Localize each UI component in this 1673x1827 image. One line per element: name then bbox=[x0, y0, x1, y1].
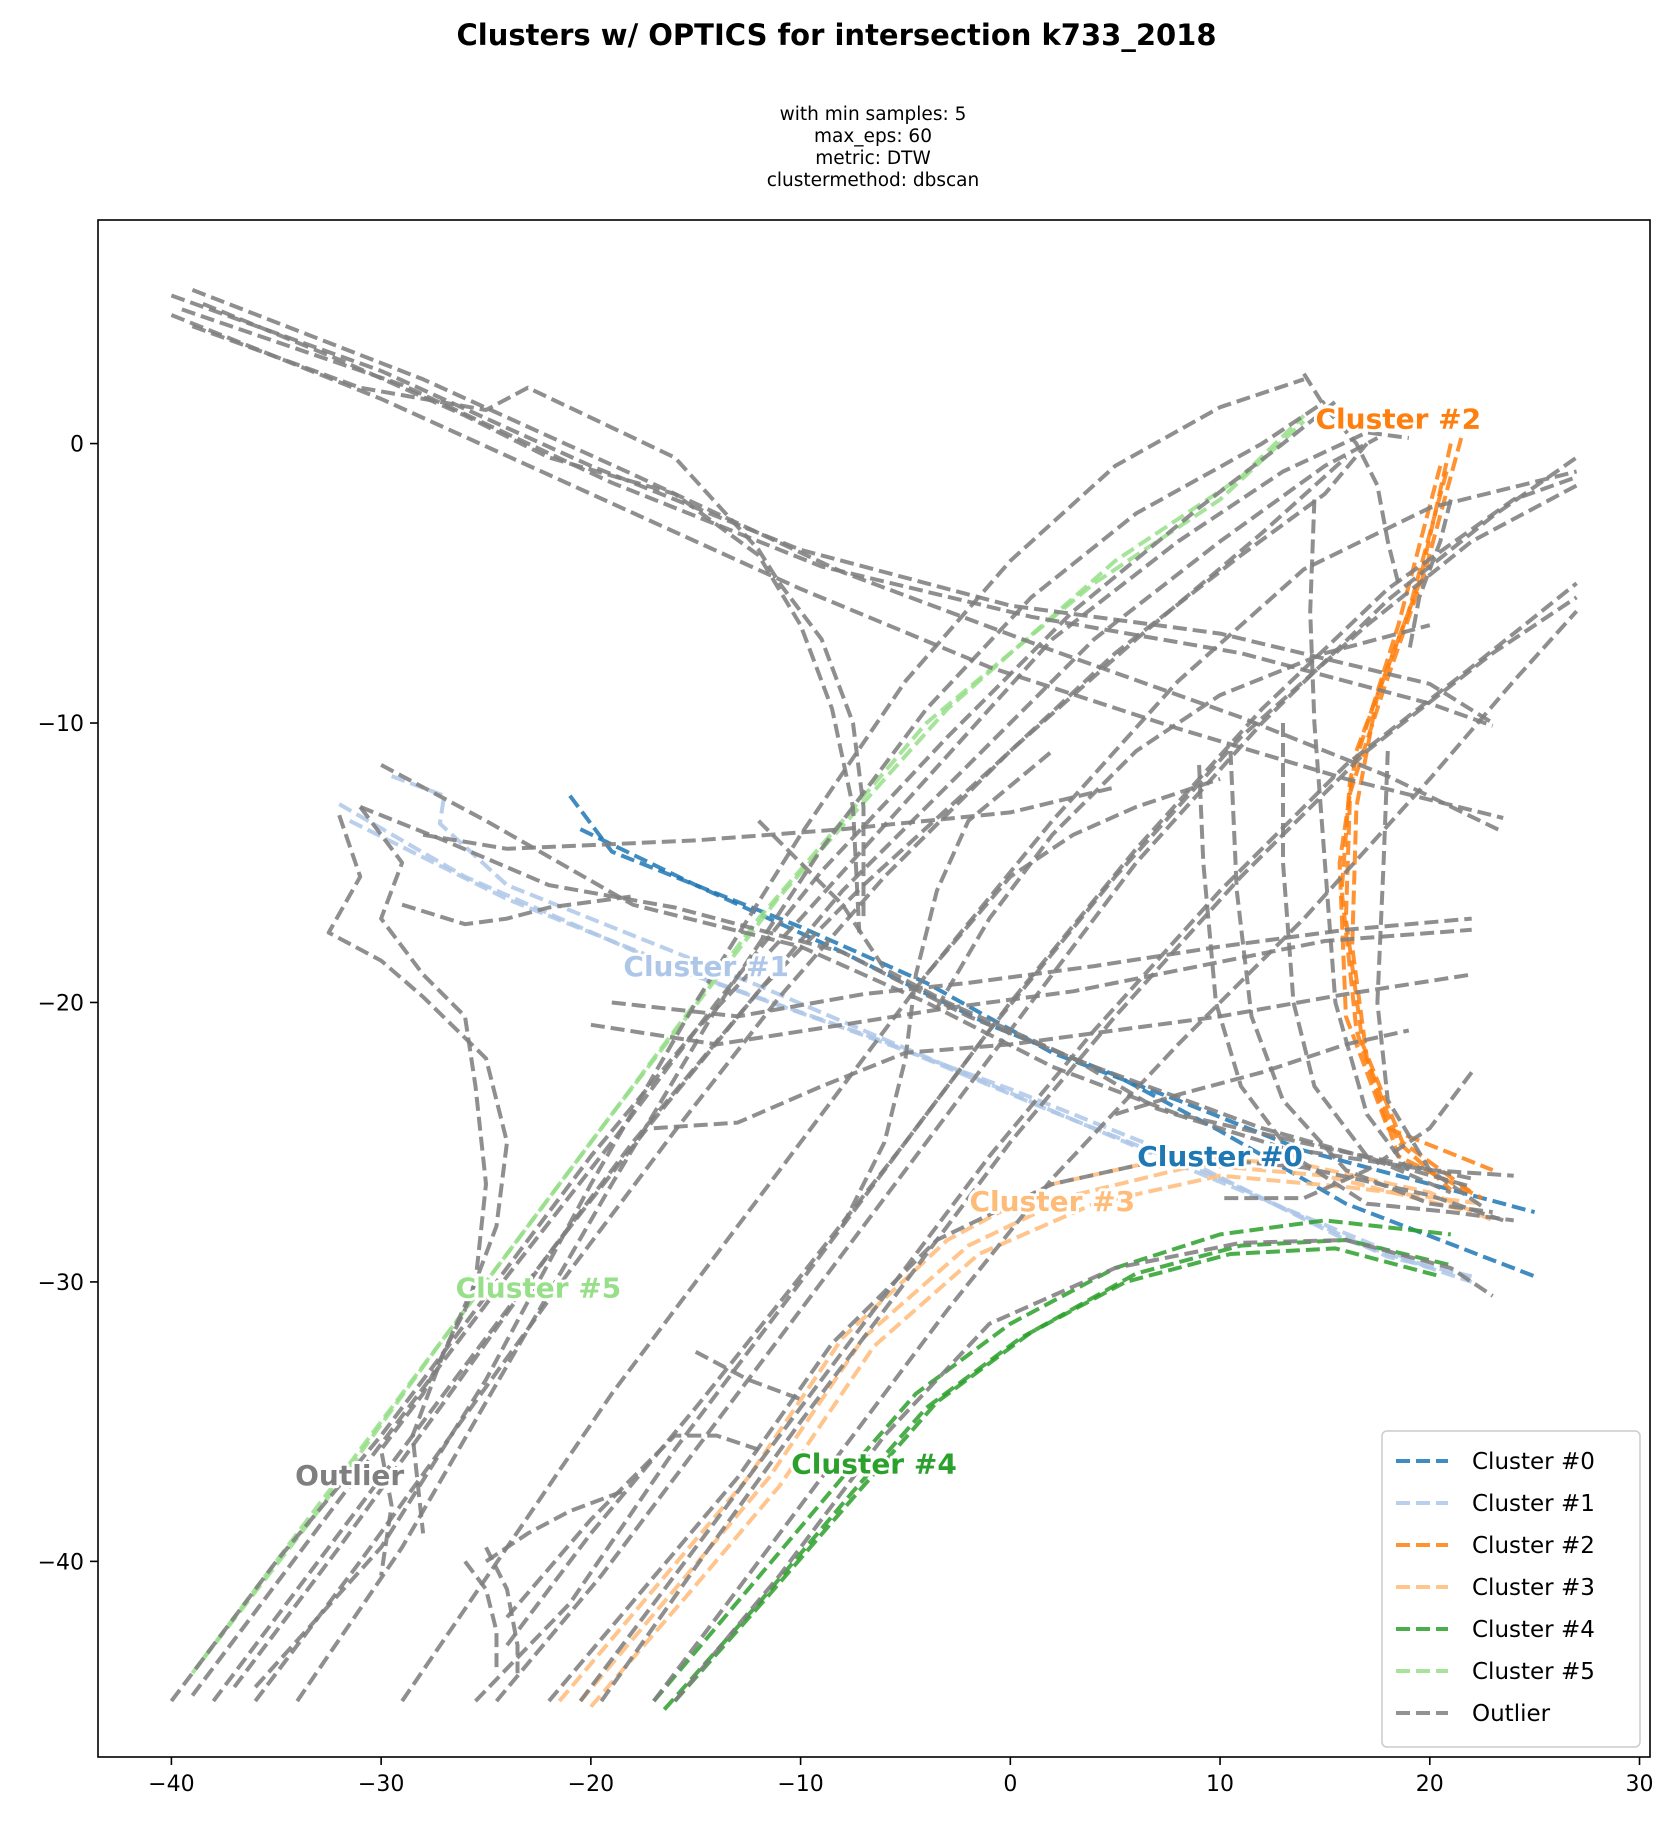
trajectory-line bbox=[611, 916, 1472, 1019]
trajectory-line bbox=[568, 794, 1536, 1215]
y-tick-label: −40 bbox=[38, 1550, 84, 1575]
cluster-annotations: Cluster #0 Cluster #1 Cluster #2 Cluster #3… bbox=[292, 399, 1484, 1494]
trajectory-line bbox=[232, 442, 1369, 1689]
trajectory-line bbox=[358, 805, 488, 1534]
trajectory-line bbox=[589, 1173, 1483, 1709]
series-outlier bbox=[169, 288, 1579, 1703]
cluster-annotation-label: Cluster #2 bbox=[1316, 402, 1482, 435]
trajectory-line bbox=[757, 819, 1514, 1178]
trajectory-line bbox=[169, 430, 1410, 1703]
y-tick-label: −20 bbox=[38, 991, 84, 1016]
trajectory-line bbox=[652, 1218, 1452, 1703]
trajectory-line bbox=[590, 927, 1472, 1047]
trajectory-line bbox=[295, 399, 1327, 1703]
trajectory-line bbox=[390, 774, 1431, 1270]
trajectory-line bbox=[1220, 1071, 1474, 1201]
trajectory-line bbox=[191, 324, 866, 919]
cluster-annotation-label: Outlier bbox=[295, 1459, 404, 1492]
trajectory-line bbox=[1339, 465, 1484, 1200]
x-tick-label: −30 bbox=[358, 1772, 404, 1797]
trajectory-line bbox=[547, 1154, 1504, 1703]
trajectory-line bbox=[211, 436, 1379, 1703]
trajectory-line bbox=[494, 455, 1578, 1703]
cluster-annotation-label: Cluster #1 bbox=[623, 950, 789, 983]
subtitle-line: max_eps: 60 bbox=[814, 126, 932, 147]
chart-subtitle: with min samples: 5 max_eps: 60 metric: … bbox=[0, 104, 1673, 192]
trajectory-line bbox=[1302, 372, 1401, 584]
trajectory-line bbox=[840, 749, 1054, 1227]
legend-entry-label: Cluster #4 bbox=[1472, 1617, 1595, 1643]
y-tick-label: 0 bbox=[70, 433, 84, 458]
x-tick-label: 30 bbox=[1626, 1772, 1654, 1797]
trajectory-line bbox=[599, 595, 1578, 1703]
legend-entry-label: Cluster #3 bbox=[1472, 1575, 1595, 1601]
trajectory-line bbox=[202, 301, 862, 933]
subtitle-line: with min samples: 5 bbox=[779, 104, 967, 125]
x-tick-label: 20 bbox=[1416, 1772, 1444, 1797]
cluster-annotation-label: Cluster #5 bbox=[456, 1272, 622, 1305]
x-tick-label: 10 bbox=[1206, 1772, 1234, 1797]
trajectory-line bbox=[1308, 499, 1411, 1172]
chart-title: Clusters w/ OPTICS for intersection k733… bbox=[456, 18, 1217, 52]
trajectory-line bbox=[463, 1560, 499, 1674]
trajectory-line bbox=[326, 814, 509, 1576]
trajectory-line bbox=[1197, 764, 1514, 1223]
x-tick-label: −20 bbox=[568, 1772, 614, 1797]
trajectory-line bbox=[652, 609, 1579, 1703]
trajectory-line bbox=[662, 1246, 1441, 1711]
trajectory-line bbox=[191, 288, 1505, 834]
trajectory-line bbox=[1337, 470, 1494, 1172]
legend-entry-label: Cluster #0 bbox=[1472, 1449, 1595, 1475]
trajectory-line bbox=[1228, 750, 1493, 1215]
subtitle-line: metric: DTW bbox=[815, 148, 931, 169]
cluster-annotation-label: Cluster #3 bbox=[969, 1185, 1135, 1218]
trajectory-line bbox=[201, 414, 1306, 1661]
y-axis: 0 −10 −20 −30 −40 bbox=[38, 433, 98, 1575]
plot-area-frame bbox=[97, 219, 1651, 1758]
trajectory-line bbox=[1343, 437, 1473, 1195]
cluster-annotation-label: Cluster #0 bbox=[1137, 1140, 1303, 1173]
x-axis: −40 −30 −20 −10 0 10 20 30 bbox=[148, 1757, 1654, 1797]
legend-entry-label: Outlier bbox=[1472, 1701, 1551, 1727]
trajectory-line bbox=[170, 293, 1494, 725]
trajectory-line bbox=[935, 623, 1431, 1010]
trajectory-line bbox=[422, 785, 1116, 851]
subtitle-line: clustermethod: dbscan bbox=[766, 170, 980, 191]
x-tick-label: −40 bbox=[148, 1772, 194, 1797]
trajectory-line bbox=[484, 1489, 624, 1564]
legend-box bbox=[1381, 1430, 1641, 1748]
legend-entry-label: Cluster #5 bbox=[1472, 1659, 1595, 1685]
series-cluster-2 bbox=[1337, 437, 1494, 1200]
trajectory-line bbox=[673, 1238, 1494, 1703]
trajectory-line bbox=[578, 1162, 1473, 1703]
trajectory-line bbox=[694, 1350, 802, 1402]
cluster-annotation-label: Cluster #4 bbox=[791, 1448, 957, 1481]
trajectory-line bbox=[1406, 499, 1453, 654]
legend-entry-label: Cluster #1 bbox=[1472, 1491, 1595, 1517]
trajectory-line bbox=[1375, 750, 1484, 1209]
trajectory-line bbox=[170, 313, 1504, 820]
x-tick-label: 0 bbox=[1003, 1772, 1017, 1797]
trajectory-line bbox=[190, 400, 1337, 1697]
trajectory-line bbox=[400, 469, 1578, 1703]
trajectory-line bbox=[401, 894, 634, 927]
x-tick-label: −10 bbox=[777, 1772, 823, 1797]
trajectory-line bbox=[1114, 1028, 1410, 1117]
trajectory-line bbox=[348, 819, 1473, 1279]
legend-entry-label: Cluster #2 bbox=[1472, 1533, 1595, 1559]
trajectory-line bbox=[359, 805, 1473, 1189]
trajectory-line bbox=[505, 1433, 760, 1619]
trajectory-line bbox=[653, 972, 1473, 1131]
legend: Cluster #0 Cluster #1 Cluster #2 Cluster #3… bbox=[1381, 1430, 1641, 1748]
trajectory-line bbox=[578, 581, 1578, 1703]
tracks-layer bbox=[169, 288, 1579, 1711]
trajectory-line bbox=[924, 777, 1221, 976]
trajectory-line bbox=[253, 377, 1305, 1689]
y-tick-label: −30 bbox=[38, 1271, 84, 1296]
y-tick-label: −10 bbox=[38, 712, 84, 737]
trajectory-line bbox=[484, 1546, 520, 1674]
